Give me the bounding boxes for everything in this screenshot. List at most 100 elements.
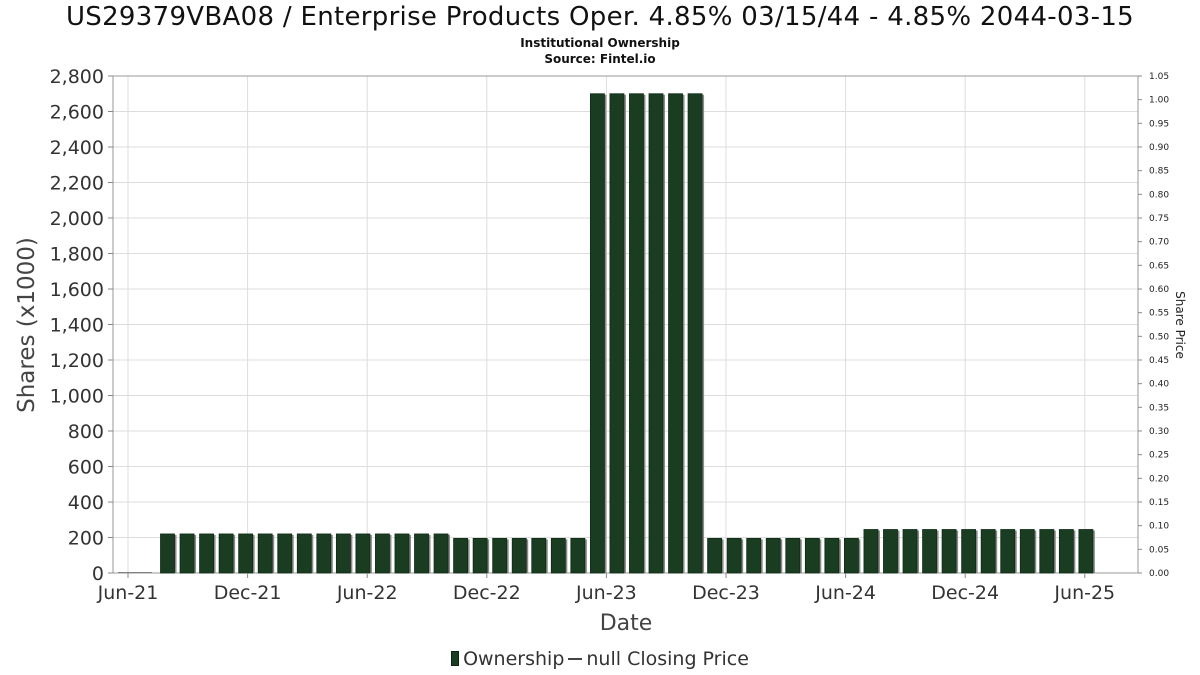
bars-group [160, 93, 1095, 574]
y-tick-label: 0 [92, 563, 104, 585]
y-tick-label: 1,200 [50, 350, 104, 372]
x-tick-label: Jun-22 [336, 582, 398, 604]
x-tick-label: Dec-22 [453, 582, 521, 604]
price-line-icon [568, 658, 583, 660]
ownership-bar[interactable] [785, 537, 801, 574]
ownership-bar[interactable] [1019, 529, 1035, 574]
ownership-bar[interactable] [160, 533, 175, 574]
ownership-bar[interactable] [296, 533, 312, 574]
ownership-bar[interactable] [804, 537, 820, 574]
ownership-bar[interactable] [433, 533, 449, 574]
ownership-bar[interactable] [648, 93, 664, 574]
y2-tick-label: 0.50 [1149, 332, 1169, 342]
y2-tick-label: 0.90 [1149, 143, 1169, 153]
ownership-bar[interactable] [257, 533, 273, 574]
ownership-bar[interactable] [355, 533, 371, 574]
ownership-bar[interactable] [980, 529, 996, 574]
ownership-bar[interactable] [238, 533, 254, 574]
y2-tick-label: 0.65 [1149, 261, 1169, 271]
ownership-bar[interactable] [922, 529, 937, 574]
ownership-bar[interactable] [726, 537, 742, 574]
ownership-bar[interactable] [746, 537, 762, 574]
ownership-bar[interactable] [453, 537, 469, 574]
x-tick-label: Dec-23 [692, 582, 760, 604]
chart-subtitle: Institutional Ownership [520, 36, 680, 50]
y2-tick-label: 0.80 [1149, 190, 1169, 200]
ownership-bar[interactable] [472, 537, 488, 574]
y-tick-label: 1,400 [50, 315, 104, 337]
ownership-bar[interactable] [589, 93, 605, 574]
x-axis-label: Date [600, 611, 653, 636]
y2-tick-label: 0.15 [1149, 498, 1169, 508]
chart-source: Source: Fintel.io [544, 52, 656, 66]
ownership-bar[interactable] [844, 537, 859, 574]
ownership-bar[interactable] [277, 533, 293, 574]
y-axis-label: Shares (x1000) [14, 237, 40, 413]
x-tick-label: Dec-24 [931, 582, 999, 604]
y-tick-label: 2,800 [50, 66, 104, 88]
legend-ownership-label: Ownership [463, 648, 565, 670]
ownership-bar[interactable] [570, 537, 586, 574]
ownership-bar[interactable] [961, 529, 977, 574]
y2-tick-label: 0.40 [1149, 380, 1169, 390]
ownership-bar[interactable] [179, 533, 195, 574]
ownership-bar[interactable] [531, 537, 547, 574]
y2-tick-label: 0.45 [1149, 356, 1169, 366]
y-tick-label: 800 [68, 421, 104, 443]
y-tick-label: 200 [68, 528, 104, 550]
ownership-bar[interactable] [902, 529, 918, 574]
legend-price-label: null Closing Price [586, 648, 749, 670]
ownership-bar[interactable] [1058, 529, 1074, 574]
ownership-bar[interactable] [550, 537, 566, 574]
y2-tick-label: 0.05 [1149, 545, 1169, 555]
y-axis-ticks: 0 200 400 600 800 1,000 1,200 1,400 1,600 1,800 2,… [50, 66, 113, 585]
y2-axis-ticks: 0.00 0.05 0.10 0.15 0.20 0.25 0.30 0.35 0.40 0.45… [1138, 72, 1169, 579]
y2-tick-label: 0.70 [1149, 238, 1169, 248]
chart-title: US29379VBA08 / Enterprise Products Oper.… [65, 2, 1135, 32]
ownership-bar[interactable] [687, 93, 703, 574]
ownership-bar[interactable] [824, 537, 840, 574]
ownership-bar[interactable] [414, 533, 429, 574]
ownership-bar[interactable] [863, 529, 879, 574]
x-tick-label: Jun-21 [97, 582, 159, 604]
x-axis-ticks: Jun-21 Dec-21 Jun-22 Dec-22 Jun-23 Dec-23 Jun-… [97, 573, 1115, 604]
y2-axis-label: Share Price [1173, 291, 1187, 359]
ownership-bar[interactable] [335, 533, 351, 574]
ownership-bar[interactable] [1000, 529, 1016, 574]
y2-tick-label: 0.25 [1149, 451, 1169, 461]
y2-tick-label: 0.55 [1149, 309, 1169, 319]
x-tick-label: Jun-23 [575, 582, 637, 604]
ownership-bar[interactable] [218, 533, 234, 574]
y-tick-label: 400 [68, 492, 104, 514]
ownership-chart: 0 200 400 600 800 1,000 1,200 1,400 1,600 1,800 2,… [14, 66, 1187, 636]
ownership-bar[interactable] [668, 93, 683, 574]
ownership-bar[interactable] [1039, 529, 1055, 574]
y-tick-label: 2,200 [50, 173, 104, 195]
y-tick-label: 2,600 [50, 102, 104, 124]
ownership-bar[interactable] [609, 93, 625, 574]
ownership-bar[interactable] [199, 533, 214, 574]
ownership-bar[interactable] [941, 529, 957, 574]
ownership-bar[interactable] [1078, 529, 1094, 574]
ownership-bar[interactable] [511, 537, 527, 574]
y2-tick-label: 0.75 [1149, 214, 1169, 224]
ownership-bar[interactable] [629, 93, 644, 574]
y2-tick-label: 1.05 [1149, 72, 1169, 82]
ownership-bar[interactable] [883, 529, 898, 574]
ownership-bar[interactable] [492, 537, 508, 574]
y-tick-label: 1,800 [50, 244, 104, 266]
y2-tick-label: 0.60 [1149, 285, 1169, 295]
y-tick-label: 2,400 [50, 137, 104, 159]
ownership-bar[interactable] [375, 533, 390, 574]
y-tick-label: 2,000 [50, 208, 104, 230]
ownership-bar[interactable] [707, 537, 723, 574]
y2-tick-label: 0.00 [1149, 569, 1169, 579]
ownership-bar[interactable] [765, 537, 781, 574]
ownership-bar[interactable] [316, 533, 332, 574]
y2-tick-label: 0.10 [1149, 522, 1169, 532]
y2-tick-label: 0.20 [1149, 474, 1169, 484]
x-tick-label: Jun-24 [814, 582, 876, 604]
ownership-bar[interactable] [394, 533, 410, 574]
x-tick-label: Jun-25 [1053, 582, 1115, 604]
y-tick-label: 1,600 [50, 279, 104, 301]
